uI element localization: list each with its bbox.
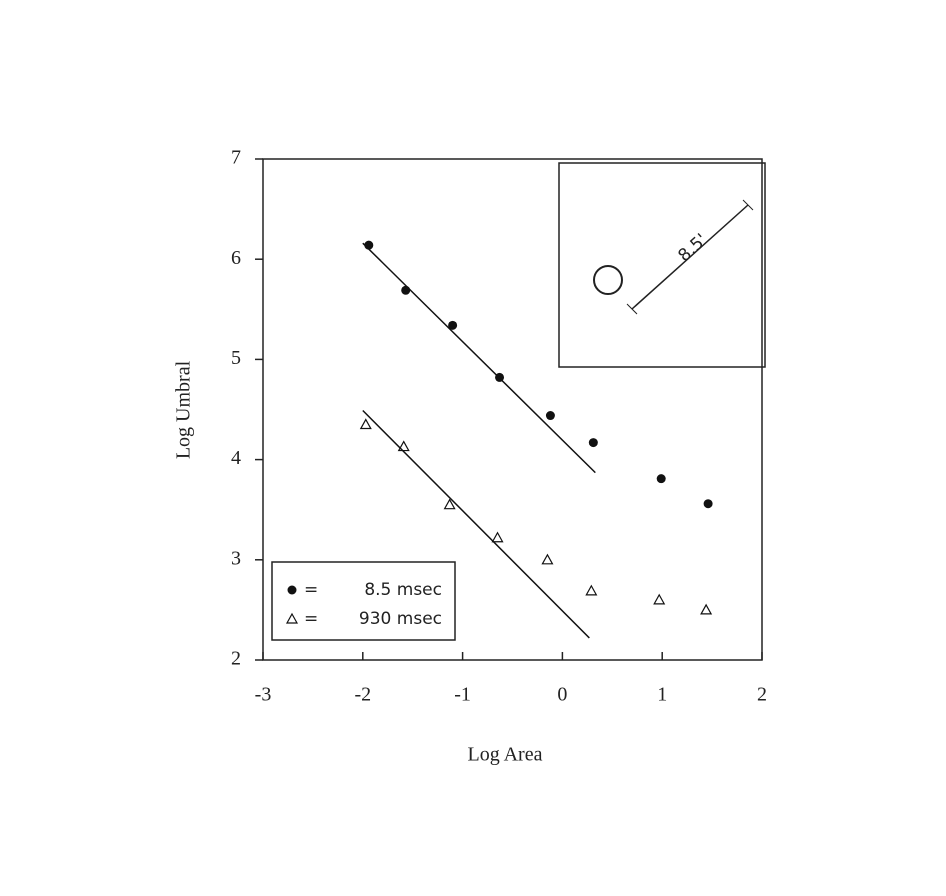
legend-equals: =	[304, 609, 318, 629]
point	[359, 418, 372, 430]
fit-line	[362, 242, 596, 474]
point	[545, 411, 555, 421]
legend-marker	[287, 585, 297, 595]
inset-dimension-cap	[626, 303, 638, 315]
legend-equals: =	[304, 580, 318, 600]
point	[585, 584, 598, 596]
x-tick-label: -3	[255, 684, 272, 706]
legend	[271, 561, 456, 641]
legend-marker	[285, 612, 299, 624]
y-tick-label: 5	[231, 347, 241, 369]
inset-dimension-cap	[742, 199, 754, 211]
y-tick-label: 7	[231, 147, 241, 169]
x-tick-label: 1	[657, 684, 667, 706]
inset-frame	[558, 162, 766, 368]
legend-label: 930 msec	[359, 609, 442, 629]
point	[495, 372, 505, 382]
x-tick-label: -1	[454, 684, 471, 706]
point	[588, 438, 598, 448]
point	[401, 285, 411, 295]
x-axis-label: Log Area	[468, 744, 543, 766]
inset-stimulus	[593, 265, 623, 295]
x-tick-label: 2	[757, 684, 767, 706]
legend-label: 8.5 msec	[364, 580, 442, 600]
x-tick-label: -2	[354, 684, 371, 706]
y-tick-label: 2	[231, 648, 241, 670]
inset: 8.5'	[558, 162, 766, 368]
inset-dimension	[631, 204, 749, 310]
y-tick-label: 6	[231, 247, 241, 269]
point	[656, 474, 666, 484]
point	[364, 240, 374, 250]
point	[700, 603, 713, 615]
point	[541, 553, 554, 565]
plot-frame	[262, 158, 763, 661]
point	[397, 440, 410, 452]
point	[703, 499, 713, 509]
x-tick-label: 0	[557, 684, 567, 706]
y-tick-label: 4	[231, 447, 241, 469]
point	[491, 531, 504, 543]
point	[443, 498, 456, 510]
point	[448, 320, 458, 330]
inset-label: 8.5'	[675, 230, 712, 266]
y-axis-label: Log Umbral	[173, 360, 195, 459]
y-tick-label: 3	[231, 547, 241, 569]
point	[653, 593, 666, 605]
